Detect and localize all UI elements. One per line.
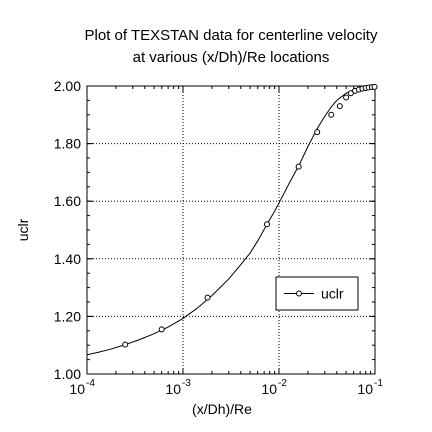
data-point-uclr: [295, 163, 302, 170]
x-tick-label-base: 10: [261, 381, 277, 397]
x-tick-label-base: 10: [69, 381, 85, 397]
y-tick-label: 1.60: [54, 193, 81, 209]
data-layer: [86, 83, 378, 356]
data-point-uclr: [343, 94, 350, 101]
y-tick-label: 2.00: [54, 78, 81, 94]
x-tick-label: 10 -2: [261, 378, 287, 397]
data-point-uclr: [371, 83, 378, 90]
x-tick-label-exponent: -1: [374, 378, 383, 389]
chart-title-line-1: Plot of TEXSTAN data for centerline velo…: [85, 27, 378, 44]
data-point-uclr: [328, 111, 335, 118]
data-point-uclr: [204, 294, 211, 301]
x-tick-label-exponent: -4: [86, 378, 95, 389]
x-tick-labels: 10 -4 10 -3 10 -2 10 -1: [69, 378, 383, 397]
data-point-uclr: [336, 103, 343, 110]
y-tick-label: 1.80: [54, 136, 81, 152]
x-tick-label-base: 10: [357, 381, 373, 397]
y-axis-label: uclr: [15, 218, 31, 241]
data-point-uclr: [264, 221, 271, 228]
chart-title-line-2: at various (x/Dh)/Re locations: [133, 49, 330, 66]
x-tick-label-base: 10: [165, 381, 181, 397]
x-tick-label-exponent: -2: [278, 378, 287, 389]
data-point-uclr: [122, 341, 129, 348]
x-tick-label-exponent: -3: [182, 378, 191, 389]
grid-layer: [87, 86, 375, 374]
x-axis-label: (x/Dh)/Re: [192, 401, 252, 417]
x-tick-label: 10 -1: [357, 378, 383, 397]
x-tick-label: 10 -3: [165, 378, 191, 397]
y-tick-labels: 1.00 1.20 1.40 1.60 1.80 2.00: [54, 78, 81, 382]
legend: uclr: [275, 276, 359, 311]
legend-marker-sample: [296, 290, 302, 297]
plot-frame: [86, 85, 376, 375]
y-tick-label: 1.00: [54, 366, 81, 382]
data-point-uclr: [314, 129, 321, 136]
y-tick-label: 1.20: [54, 308, 81, 324]
y-tick-label: 1.40: [54, 251, 81, 267]
x-tick-label: 10 -4: [69, 378, 95, 397]
legend-label-uclr: uclr: [321, 286, 344, 302]
series-line-uclr: [86, 86, 376, 356]
data-point-uclr: [158, 326, 165, 333]
